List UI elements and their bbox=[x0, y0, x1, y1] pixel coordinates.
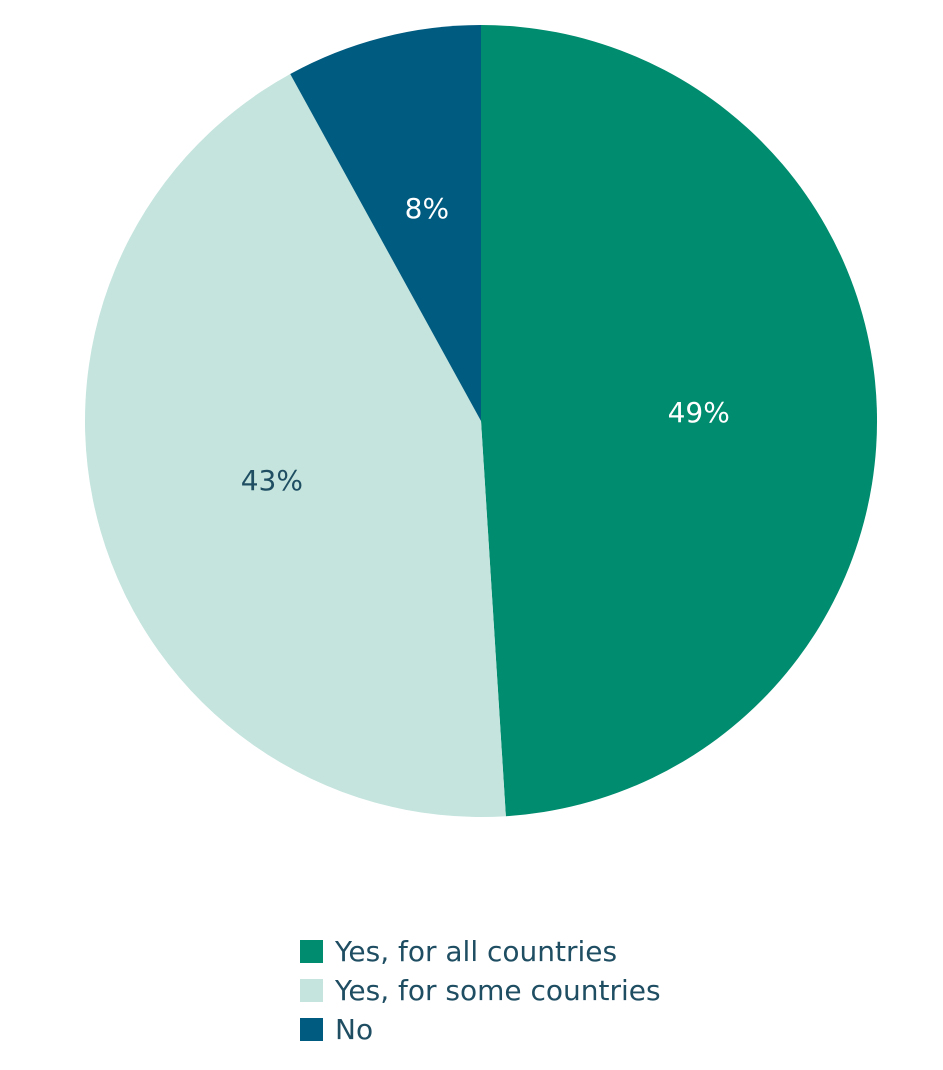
pie-slice-label-0: 49% bbox=[668, 396, 730, 429]
legend-label-0: Yes, for all countries bbox=[335, 935, 618, 968]
legend-swatch-1 bbox=[300, 979, 323, 1002]
legend-swatch-2 bbox=[300, 1018, 323, 1041]
legend: Yes, for all countries Yes, for some coun… bbox=[300, 932, 661, 1049]
legend-item-1: Yes, for some countries bbox=[300, 971, 661, 1010]
legend-label-2: No bbox=[335, 1013, 374, 1046]
pie-slices bbox=[84, 25, 878, 818]
pie-slice-0 bbox=[481, 25, 878, 817]
legend-item-2: No bbox=[300, 1010, 661, 1049]
pie-slice-label-1: 43% bbox=[241, 464, 303, 497]
legend-swatch-0 bbox=[300, 940, 323, 963]
legend-item-0: Yes, for all countries bbox=[300, 932, 661, 971]
pie-slice-2 bbox=[290, 25, 481, 421]
pie-chart: 49% 43% 8% bbox=[84, 25, 878, 818]
pie-slice-labels: 49% 43% 8% bbox=[241, 192, 730, 497]
legend-label-1: Yes, for some countries bbox=[335, 974, 661, 1007]
pie-slice-label-2: 8% bbox=[405, 192, 449, 225]
pie-slice-1 bbox=[84, 73, 506, 818]
